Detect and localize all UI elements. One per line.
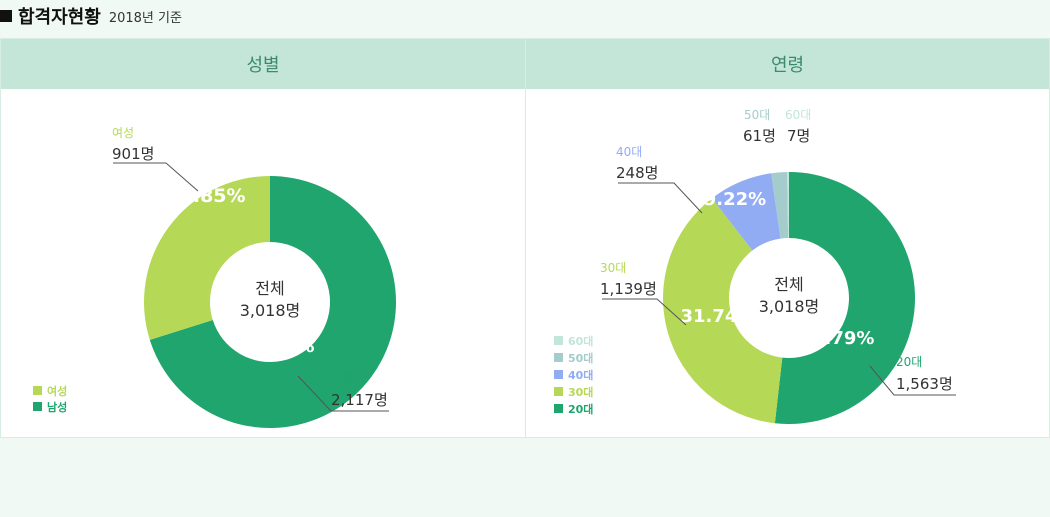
callout-line [297, 375, 389, 412]
callout-category: 20대 [896, 355, 922, 369]
page-heading: 합격자현황 2018년 기준 [0, 4, 182, 28]
slice-gender-0 [149, 176, 396, 428]
callout-category: 60대 [785, 108, 811, 122]
callout-count: 901명 [112, 145, 154, 163]
legend-item: 50대 [568, 351, 593, 365]
gender-panel-title: 성별 [1, 39, 525, 89]
legend-swatch [554, 404, 563, 413]
percent-label: 70.15% [235, 335, 314, 357]
legend-swatch [554, 353, 563, 362]
legend-swatch [33, 386, 42, 395]
slice-age-2 [711, 173, 781, 251]
age-donut-chart: 51.79% 31.74% 9.22% 전체 3,018명 20대 1,563명 30대 1,1… [554, 108, 956, 424]
percent-label: 51.79% [800, 328, 875, 349]
legend-item: 60대 [568, 334, 593, 348]
slice-age-3 [771, 172, 789, 239]
callout-category: 40대 [616, 145, 642, 159]
center-total: 3,018명 [240, 301, 301, 320]
age-panel-title: 연령 [526, 39, 1049, 89]
callout-count: 248명 [616, 164, 658, 182]
callout-count: 1,563명 [896, 375, 953, 393]
slice-age-1 [663, 198, 783, 424]
callout-line [618, 182, 703, 214]
callout-line [113, 162, 199, 192]
center-label: 전체 [774, 275, 803, 294]
gender-panel: 성별 70.15% 29.85% 전체 3,018명 남성 2,117명 여성 901명 여성 남… [0, 38, 526, 438]
callout-count: 61명 [743, 127, 776, 145]
callout-category: 30대 [600, 261, 626, 275]
callout-count: 1,139명 [600, 280, 657, 298]
slice-age-4 [787, 172, 789, 239]
age-panel: 연령 51.79% 31.74% 9.22% 전체 3,018명 20대 1,563명 30대… [525, 38, 1050, 438]
callout-line [602, 298, 687, 326]
callout-count: 7명 [787, 127, 810, 145]
page-title: 합격자현황 [18, 7, 101, 28]
page-subtitle: 2018년 기준 [108, 10, 182, 26]
legend-item: 남성 [47, 400, 67, 414]
center-total: 3,018명 [759, 297, 820, 316]
legend-item: 40대 [568, 368, 593, 382]
legend-item: 30대 [568, 385, 593, 399]
percent-label: 29.85% [166, 185, 245, 207]
slice-age-0 [774, 172, 915, 424]
legend-swatch [33, 402, 42, 411]
callout-count: 2,117명 [331, 391, 388, 409]
square-bullet-icon [0, 10, 12, 22]
legend-swatch [554, 387, 563, 396]
legend-swatch [554, 370, 563, 379]
legend-item: 여성 [47, 384, 67, 398]
percent-label: 9.22% [704, 189, 766, 210]
percent-label: 31.74% [681, 306, 756, 327]
center-label: 전체 [255, 279, 284, 298]
legend-swatch [554, 336, 563, 345]
callout-line [869, 365, 956, 396]
callout-category: 50대 [744, 108, 770, 122]
legend-item: 20대 [568, 402, 593, 416]
slice-gender-1 [144, 176, 270, 340]
callout-category: 여성 [112, 126, 134, 140]
callout-category: 남성 [331, 370, 353, 384]
